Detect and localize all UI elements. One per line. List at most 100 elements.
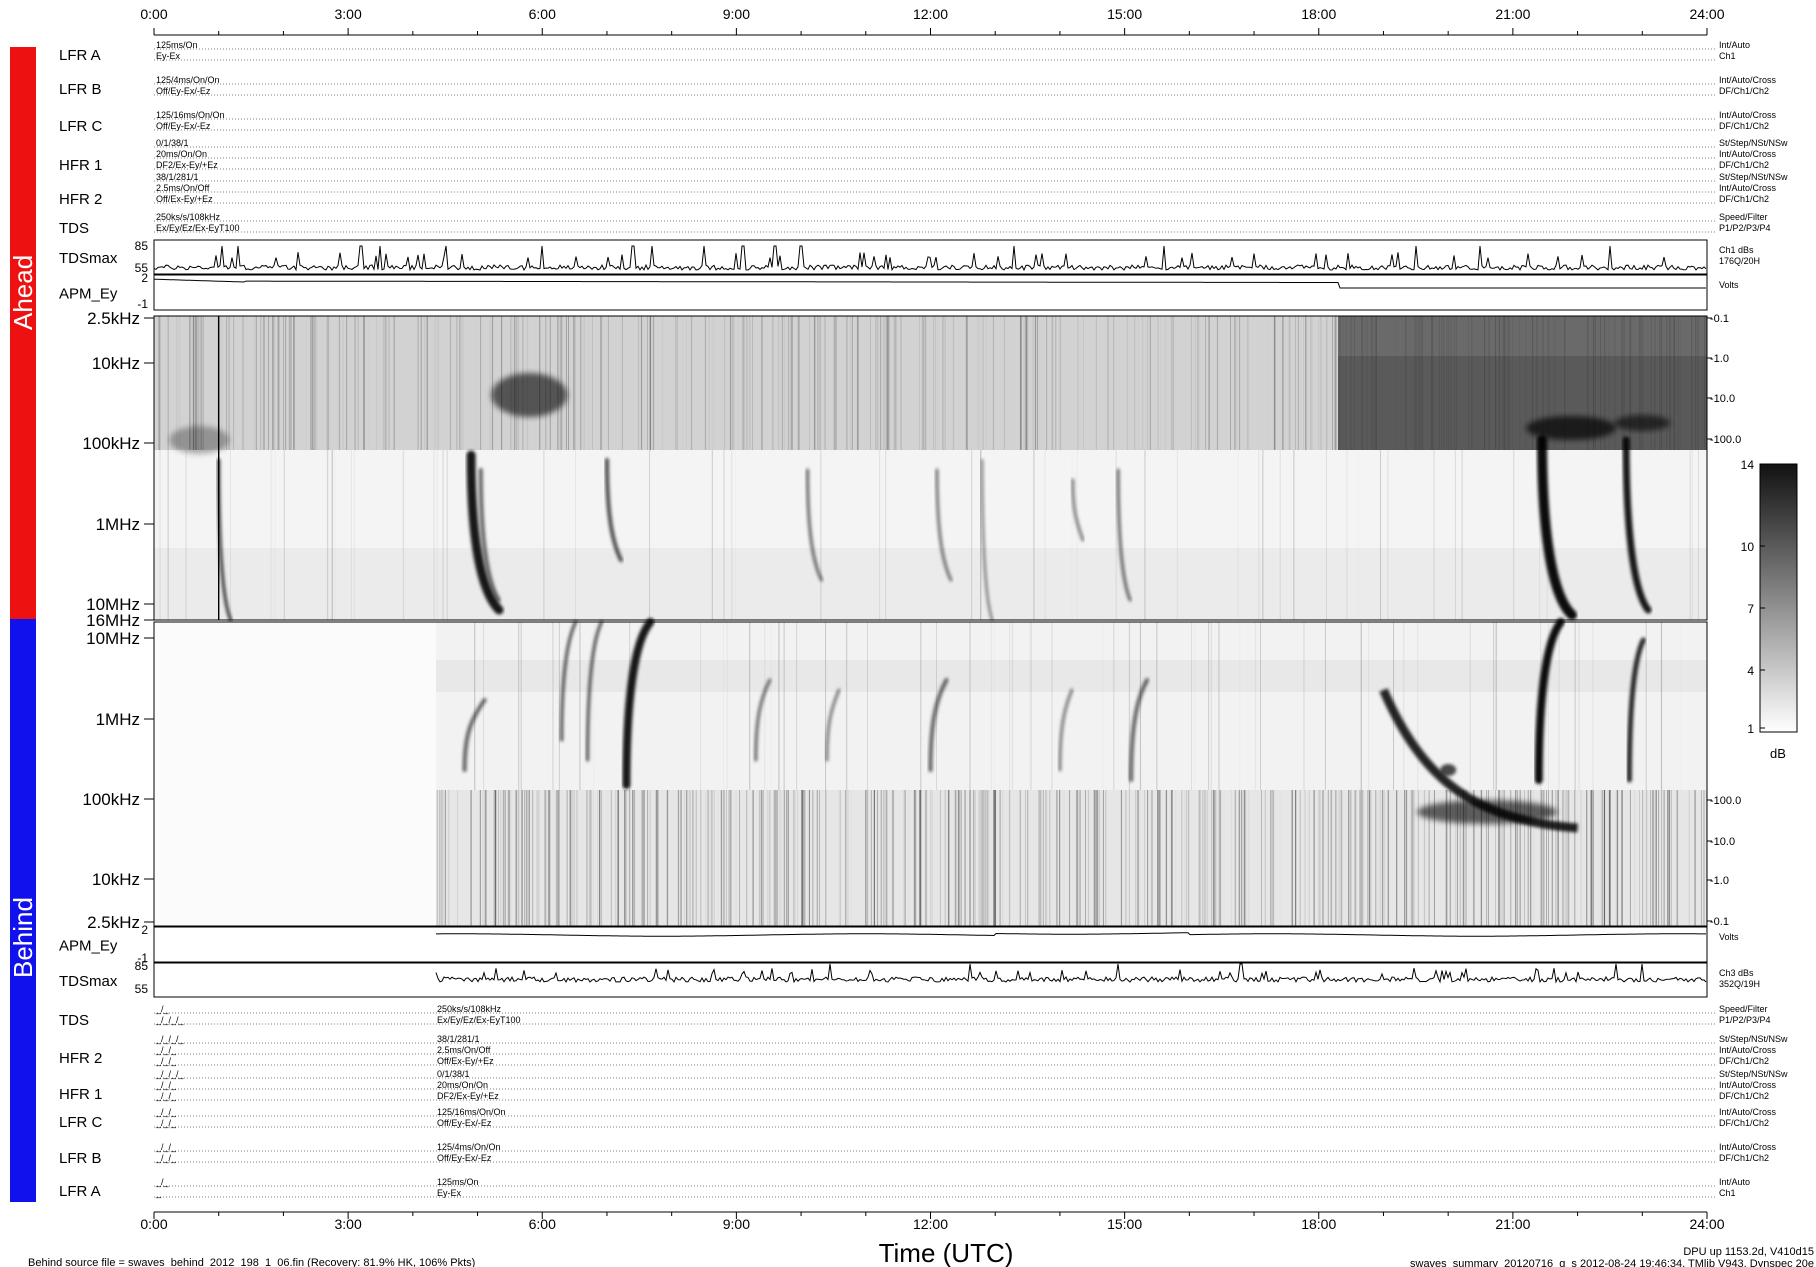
- panel-trace: [436, 932, 1706, 937]
- footer-summary: swaves_summary_20120716_g_s 2012-08-24 1…: [1410, 1258, 1814, 1267]
- instrument-mode: Speed/Filter: [1719, 1004, 1768, 1014]
- panel-label: TDSmax: [59, 250, 118, 267]
- instrument-mode: St/Step/NSt/NSw: [1719, 138, 1788, 148]
- instrument-label: LFR A: [59, 1183, 101, 1200]
- instrument-label: HFR 2: [59, 1050, 102, 1067]
- time-tick-label: 15:00: [1107, 6, 1142, 22]
- instrument-label: LFR A: [59, 47, 101, 64]
- instrument-label: HFR 2: [59, 191, 102, 208]
- behind-apm-panel: APM_Ey 2 -1 Volts: [59, 923, 1739, 965]
- time-tick-label: 6:00: [529, 1216, 556, 1232]
- instrument-setting: 250ks/s/108kHz: [156, 212, 221, 222]
- footer-dpu: DPU up 1153.2d, V410d15: [1683, 1246, 1814, 1258]
- instrument-mode: St/Step/NSt/NSw: [1719, 172, 1788, 182]
- instrument-mode: Speed/Filter: [1719, 212, 1768, 222]
- instrument-setting: DF2/Ex-Ey/+Ez: [156, 160, 218, 170]
- time-tick-label: 15:00: [1107, 1216, 1142, 1232]
- instrument-mode: Int/Auto/Cross: [1719, 183, 1777, 193]
- time-tick-label: 3:00: [335, 1216, 362, 1232]
- instrument-mode: Int/Auto/Cross: [1719, 75, 1777, 85]
- radio-burst: [928, 678, 949, 772]
- colorbar-tick-label: 4: [1747, 664, 1754, 678]
- panel-label: APM_Ey: [59, 286, 118, 303]
- instrument-setting: DF2/Ex-Ey/+Ez: [437, 1091, 499, 1101]
- right-tick-label: -10.0: [1710, 393, 1735, 405]
- instrument-setting: _/_: [155, 1177, 170, 1187]
- burst-diffuse: [491, 373, 568, 417]
- instrument-mode: DF/Ch1/Ch2: [1719, 1153, 1769, 1163]
- instrument-setting: 0/1/38/1: [437, 1069, 470, 1079]
- freq-tick-label: 10MHz: [86, 629, 140, 648]
- x-axis-label: Time (UTC): [879, 1238, 1014, 1267]
- bottom-time-axis: 0:00 3:00 6:00 9:00 12:00 15:00 18:00 21:00 24:0…: [140, 1211, 1725, 1232]
- panel-tick-label: -1: [137, 297, 148, 311]
- instrument-setting: _/_/_: [155, 1056, 177, 1066]
- time-tick-label: 3:00: [335, 6, 362, 22]
- instrument-setting: 0/1/38/1: [156, 138, 189, 148]
- instrument-setting: _/_/_/_: [155, 1034, 185, 1044]
- instrument-setting: Ex/Ey/Ez/Ex-EyT100: [156, 223, 240, 233]
- instrument-setting: Off/Ey-Ex/-Ez: [437, 1118, 492, 1128]
- right-tick-label: -100.0: [1710, 434, 1741, 446]
- radio-burst: [981, 459, 994, 621]
- instrument-mode: Int/Auto/Cross: [1719, 1142, 1777, 1152]
- instrument-label: HFR 1: [59, 157, 102, 174]
- instrument-setting: Off/Ex-Ey/+Ez: [156, 194, 213, 204]
- instrument-label: TDS: [59, 220, 89, 237]
- time-tick-label: 18:00: [1301, 1216, 1336, 1232]
- instrument-setting: Ex/Ey/Ez/Ex-EyT100: [437, 1015, 521, 1025]
- time-tick-label: 0:00: [140, 1216, 167, 1232]
- instrument-mode: St/Step/NSt/NSw: [1719, 1034, 1788, 1044]
- panel-right-label: Volts: [1719, 932, 1739, 942]
- instrument-mode: P1/P2/P3/P4: [1719, 223, 1771, 233]
- instrument-setting: 2.5ms/On/Off: [437, 1045, 491, 1055]
- panel-trace: [153, 245, 1707, 272]
- radio-burst: [1536, 435, 1577, 620]
- instrument-setting: _/_/_/_: [155, 1015, 185, 1025]
- instrument-setting: Off/Ex-Ey/+Ez: [437, 1056, 494, 1066]
- colorbar: 14 10 7 4 1 dB: [1741, 458, 1798, 761]
- instrument-label: HFR 1: [59, 1086, 102, 1103]
- time-tick-label: 24:00: [1689, 1216, 1724, 1232]
- instrument-label: TDS: [59, 1012, 89, 1029]
- instrument-setting: 2.5ms/On/Off: [156, 183, 210, 193]
- instrument-setting: 125/4ms/On/On: [437, 1142, 501, 1152]
- behind-instrument-rows: TDS _/_ 250ks/s/108kHz Speed/Filter _/_/_/_ E…: [59, 1004, 1788, 1200]
- panel-right-label: 352Q/19H: [1719, 979, 1760, 989]
- instrument-mode: St/Step/NSt/NSw: [1719, 1069, 1788, 1079]
- instrument-setting: 125ms/On: [437, 1177, 479, 1187]
- radio-burst: [462, 698, 487, 772]
- panel-frame: [153, 962, 1708, 998]
- radio-burst: [1129, 678, 1150, 782]
- time-tick-label: 9:00: [723, 6, 750, 22]
- instrument-mode: DF/Ch1/Ch2: [1719, 1091, 1769, 1101]
- panel-label: APM_Ey: [59, 938, 118, 955]
- burst-diffuse: [1614, 415, 1671, 431]
- burst-diffuse: [1440, 764, 1457, 776]
- instrument-setting: 125/4ms/On/On: [156, 75, 220, 85]
- instrument-setting: _/_/_: [155, 1045, 177, 1055]
- instrument-setting: 125/16ms/On/On: [437, 1107, 506, 1117]
- instrument-label: LFR B: [59, 1150, 102, 1167]
- instrument-mode: Ch1: [1719, 1188, 1736, 1198]
- radio-burst: [1622, 436, 1652, 614]
- radio-burst: [622, 618, 655, 789]
- freq-tick-label: 2.5kHz: [87, 309, 140, 328]
- right-tick-label: -0.1: [1710, 313, 1729, 325]
- instrument-label: LFR B: [59, 81, 102, 98]
- instrument-setting: _/_/_: [155, 1118, 177, 1128]
- instrument-setting: _/_/_: [155, 1153, 177, 1163]
- instrument-mode: DF/Ch1/Ch2: [1719, 194, 1769, 204]
- behind-side-bar: [10, 619, 36, 1202]
- ahead-instrument-rows: LFR A 125ms/On Int/Auto Ey-Ex Ch1 LFR B 125/4m…: [59, 40, 1788, 237]
- freq-tick-label: 2.5kHz: [87, 913, 140, 932]
- panel-right-label: Ch1 dBs: [1719, 245, 1754, 255]
- right-tick-label: -1.0: [1710, 353, 1729, 365]
- radio-burst: [604, 458, 623, 562]
- ahead-side-bar: [10, 47, 36, 619]
- instrument-mode: DF/Ch1/Ch2: [1719, 121, 1769, 131]
- right-tick-label: -0.1: [1710, 916, 1729, 928]
- radio-burst-long: [1379, 688, 1578, 833]
- panel-frame: [153, 274, 1708, 311]
